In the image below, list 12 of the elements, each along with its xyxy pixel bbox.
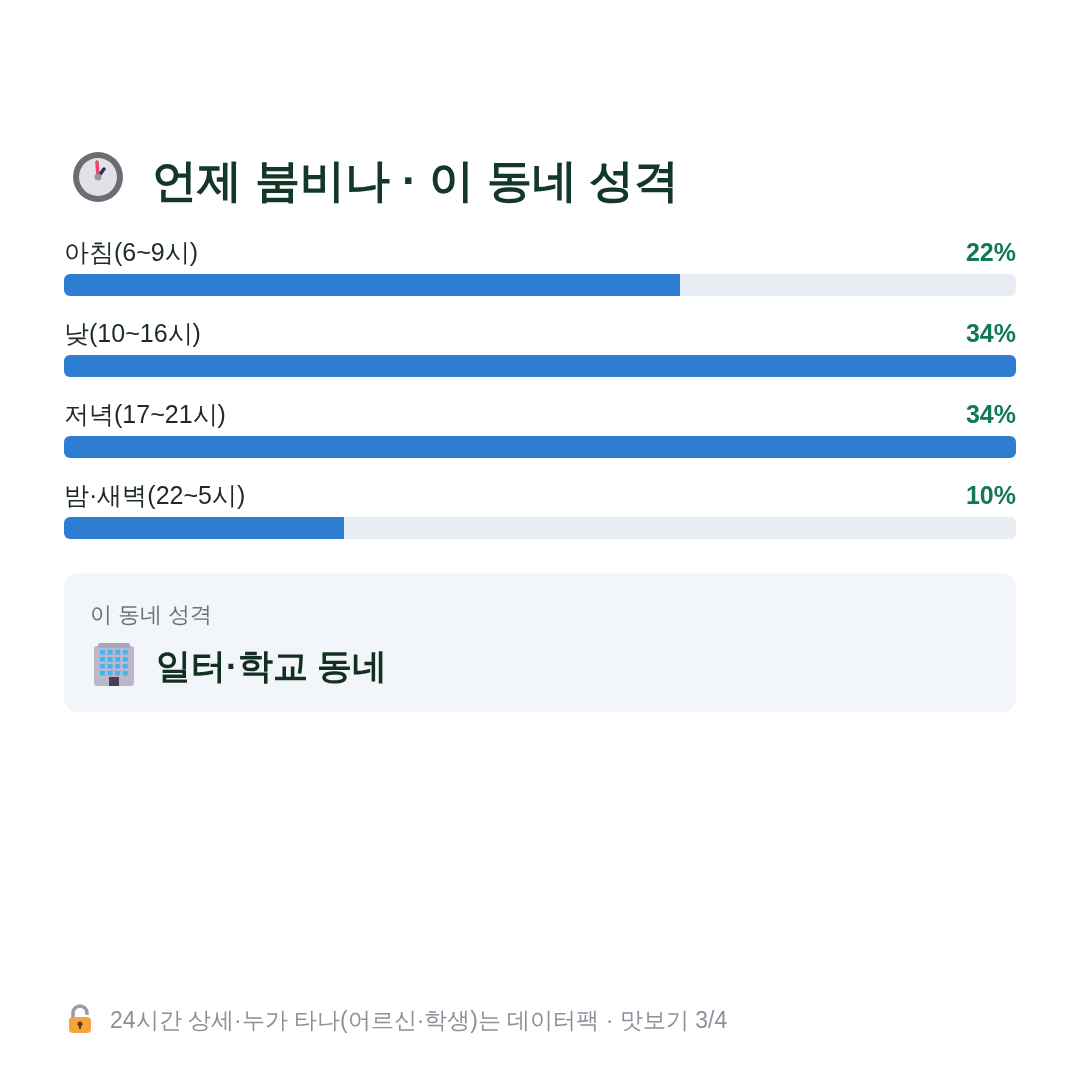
category: 저녁(17~21시) xyxy=(64,400,226,428)
title: 언제 붐비나 · 이 동네 성격 xyxy=(152,155,680,206)
card-value: 일터·학교 동네 xyxy=(156,646,388,685)
data-label: 34% xyxy=(965,319,1016,347)
data-label: 22% xyxy=(965,238,1016,266)
category: 낮(10~16시) xyxy=(64,319,201,347)
category: 아침(6~9시) xyxy=(64,238,199,266)
data-label: 34% xyxy=(965,400,1016,428)
data-label: 10% xyxy=(965,481,1016,509)
category: 밤·새벽(22~5시) xyxy=(64,481,246,509)
card-title: 이 동네 성격 xyxy=(90,602,213,627)
annotation: 24시간 상세·누가 타나(어르신·학생)는 데이터팩 · 맛보기 3/4 xyxy=(110,1007,728,1033)
